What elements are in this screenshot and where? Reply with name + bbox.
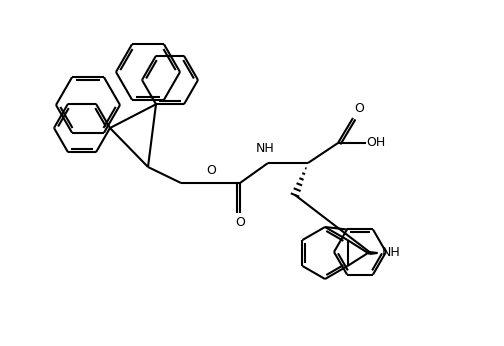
Text: O: O xyxy=(354,102,364,115)
Text: OH: OH xyxy=(366,137,385,149)
Text: O: O xyxy=(206,164,216,177)
Text: NH: NH xyxy=(256,142,275,155)
Text: NH: NH xyxy=(382,246,400,260)
Text: O: O xyxy=(235,216,245,229)
